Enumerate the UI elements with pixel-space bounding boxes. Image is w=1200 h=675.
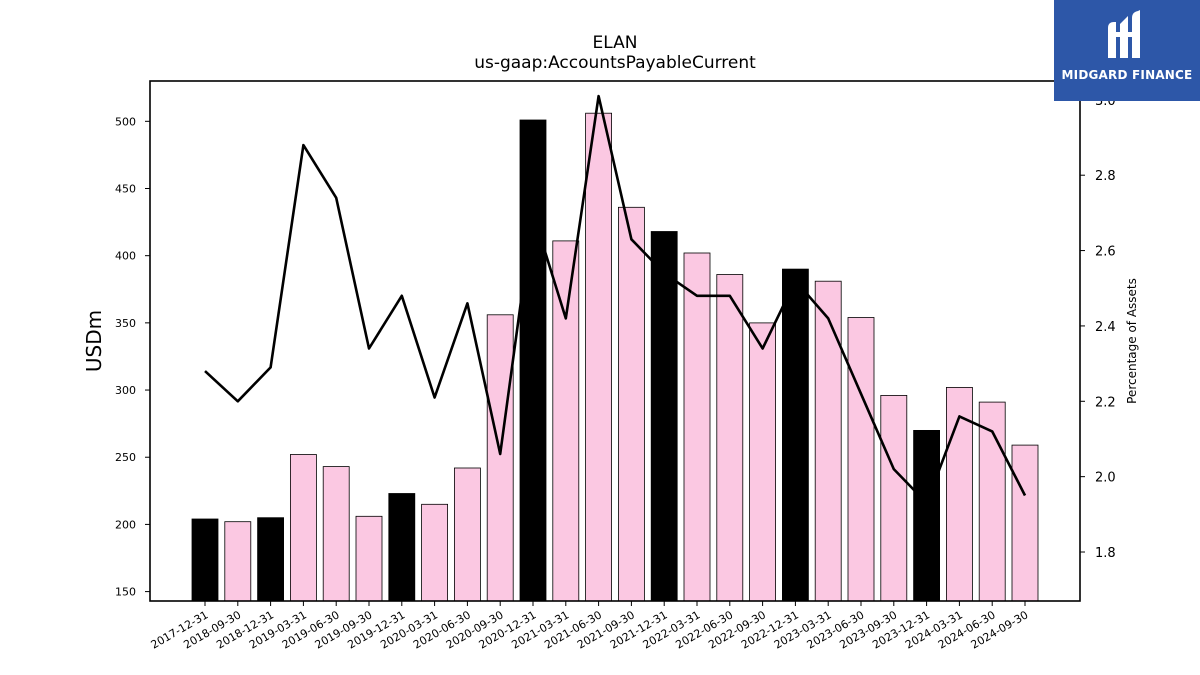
y-tick-label: 150 (115, 586, 136, 599)
bar-2021-09-30 (618, 206, 645, 602)
bar-2022-06-30 (716, 274, 744, 602)
bar-2023-12-31 (913, 429, 940, 602)
bar-2018-12-31 (257, 517, 285, 602)
y-tick-label: 250 (115, 451, 136, 464)
bar-2021-06-30 (585, 112, 612, 602)
bar-2019-09-30 (355, 515, 383, 602)
y-tick-label: 200 (115, 518, 136, 531)
bar-2020-06-30 (453, 467, 481, 602)
y2-tick-label: 1.8 (1095, 546, 1116, 561)
chart-subtitle: us-gaap:AccountsPayableCurrent (474, 53, 756, 73)
y-axis-right: 1.82.02.22.42.62.83.0 (1080, 94, 1116, 561)
y2-tick-label: 2.4 (1095, 320, 1116, 335)
bar-2020-12-31 (519, 119, 547, 602)
line-layer (204, 94, 1027, 505)
bars-layer (191, 112, 1039, 602)
bar-2022-09-30 (749, 322, 776, 602)
bar-2023-06-30 (847, 317, 875, 602)
y-tick-label: 350 (115, 317, 136, 330)
y2-tick-label: 2.8 (1095, 169, 1116, 184)
x-axis: 2017-12-312018-09-302018-12-312019-03-31… (149, 601, 1031, 652)
bar-2024-06-30 (978, 401, 1006, 602)
bar-2021-12-31 (650, 231, 678, 602)
y2-tick-label: 2.2 (1095, 395, 1116, 410)
plot-area-frame (149, 80, 1081, 602)
bar-2024-03-31 (946, 386, 973, 602)
bar-2020-03-31 (421, 503, 449, 602)
logo-text: MIDGARD FINANCE (1061, 68, 1193, 82)
bar-2018-09-30 (224, 521, 252, 602)
bar-2020-09-30 (486, 314, 514, 602)
y-axis-label: USDm (82, 310, 106, 372)
y-tick-label: 500 (115, 115, 136, 128)
y-axis-left: 150 200 250 300 350 400 450 500 (115, 115, 150, 599)
bar-2022-12-31 (782, 268, 809, 602)
y-tick-label: 400 (115, 250, 136, 263)
y-tick-label: 450 (115, 182, 136, 195)
bar-2022-03-31 (683, 252, 711, 602)
y2-tick-label: 2.0 (1095, 471, 1116, 486)
chart-title: ELAN (593, 33, 638, 53)
bar-2019-12-31 (388, 493, 416, 602)
bar-2019-06-30 (322, 466, 350, 602)
midgard-finance-logo: MIDGARD FINANCE (1054, 0, 1200, 101)
logo-mark-icon (1108, 10, 1140, 58)
bar-2017-12-31 (191, 518, 219, 602)
y2-tick-label: 2.6 (1095, 245, 1116, 260)
y2-axis-label: Percentage of Assets (1125, 278, 1139, 404)
bar-2019-03-31 (289, 454, 317, 602)
bar-2023-03-31 (814, 280, 842, 602)
bar-2021-03-31 (552, 240, 580, 602)
percentage-line (204, 94, 1027, 505)
bar-2024-09-30 (1011, 444, 1039, 602)
y-tick-label: 300 (115, 384, 136, 397)
bar-2023-09-30 (880, 394, 908, 602)
